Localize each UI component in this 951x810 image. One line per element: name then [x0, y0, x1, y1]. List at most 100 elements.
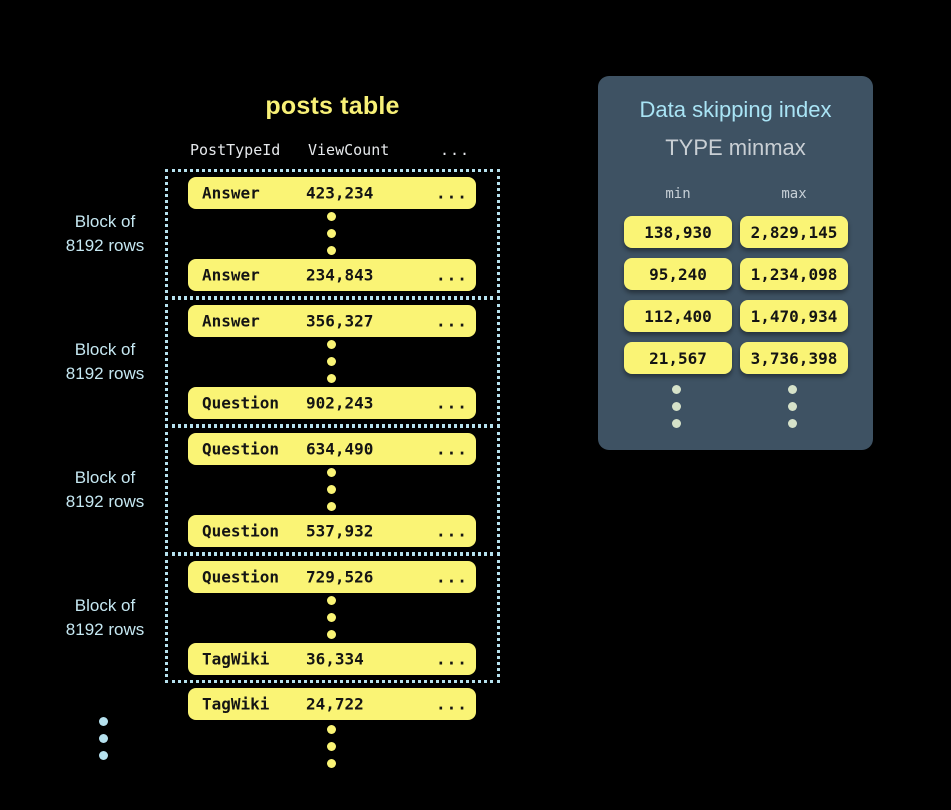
row-continuation-dots [327, 468, 339, 519]
dot [327, 613, 336, 622]
row-viewcount: 729,526 [306, 567, 374, 587]
data-skipping-index-panel: Data skipping index TYPE minmax min max … [598, 76, 873, 450]
row-ellipsis: ... [436, 393, 468, 413]
dot [327, 759, 336, 768]
dot [672, 419, 681, 428]
dot [327, 742, 336, 751]
dot [788, 385, 797, 394]
index-panel-subtitle: TYPE minmax [665, 135, 806, 160]
row-viewcount: 423,234 [306, 183, 374, 203]
row-ellipsis: ... [436, 183, 468, 203]
dot [327, 357, 336, 366]
block-label-line2: 8192 rows [65, 236, 145, 255]
dot [99, 734, 108, 743]
table-row: Question 537,932 ... [188, 515, 476, 547]
row-posttypeid: Question [202, 567, 280, 587]
column-header-viewcount: ViewCount [308, 141, 390, 159]
row-ellipsis: ... [436, 439, 468, 459]
row-viewcount: 634,490 [306, 439, 374, 459]
table-row: Question 634,490 ... [188, 433, 476, 465]
min-column-header: min [665, 186, 691, 202]
index-max-value: 1,234,098 [740, 258, 848, 290]
index-max-continuation-dots [788, 385, 800, 436]
index-min-value: 21,567 [624, 342, 732, 374]
row-viewcount: 902,243 [306, 393, 374, 413]
row-posttypeid: Question [202, 393, 280, 413]
dot [788, 419, 797, 428]
index-min-value: 138,930 [624, 216, 732, 248]
block-label-line1: Block of [74, 468, 136, 487]
block-label-3: Block of 8192 rows [30, 466, 180, 514]
dot [327, 630, 336, 639]
dot [99, 751, 108, 760]
dot [327, 725, 336, 734]
row-viewcount: 24,722 [306, 694, 364, 714]
block-label-line2: 8192 rows [65, 364, 145, 383]
row-posttypeid: Answer [202, 183, 260, 203]
dot [327, 485, 336, 494]
table-continuation-dots [327, 725, 339, 776]
row-ellipsis: ... [436, 649, 468, 669]
row-posttypeid: TagWiki [202, 694, 270, 714]
index-min-value: 112,400 [624, 300, 732, 332]
index-min-value: 95,240 [624, 258, 732, 290]
max-column-header: max [781, 186, 807, 202]
table-row: TagWiki 24,722 ... [188, 688, 476, 720]
index-max-value: 3,736,398 [740, 342, 848, 374]
column-header-posttypeid: PostTypeId [190, 141, 281, 159]
table-column-headers: PostTypeId ViewCount ... [190, 141, 480, 161]
dot [99, 717, 108, 726]
table-row: TagWiki 36,334 ... [188, 643, 476, 675]
row-posttypeid: Answer [202, 265, 260, 285]
index-max-value: 1,470,934 [740, 300, 848, 332]
dot [788, 402, 797, 411]
dot [327, 374, 336, 383]
row-ellipsis: ... [436, 311, 468, 331]
row-posttypeid: Question [202, 439, 280, 459]
page-title: posts table [265, 92, 400, 120]
row-continuation-dots [327, 212, 339, 263]
dot [327, 468, 336, 477]
row-viewcount: 36,334 [306, 649, 364, 669]
block-label-line1: Block of [74, 340, 136, 359]
row-ellipsis: ... [436, 567, 468, 587]
row-viewcount: 356,327 [306, 311, 374, 331]
posts-table-diagram: posts table PostTypeId ViewCount ... Blo… [30, 92, 500, 776]
row-viewcount: 234,843 [306, 265, 374, 285]
table-block-4 [165, 553, 500, 683]
row-continuation-dots [327, 596, 339, 647]
block-label-2: Block of 8192 rows [30, 338, 180, 386]
table-row: Answer 234,843 ... [188, 259, 476, 291]
row-posttypeid: Question [202, 521, 280, 541]
block-label-line2: 8192 rows [65, 620, 145, 639]
block-label-line2: 8192 rows [65, 492, 145, 511]
index-max-value: 2,829,145 [740, 216, 848, 248]
table-row: Answer 356,327 ... [188, 305, 476, 337]
dot [327, 212, 336, 221]
row-viewcount: 537,932 [306, 521, 374, 541]
table-row: Answer 423,234 ... [188, 177, 476, 209]
index-panel-title: Data skipping index [639, 97, 832, 122]
column-header-ellipsis: ... [440, 141, 471, 159]
block-label-line1: Block of [74, 596, 136, 615]
index-min-continuation-dots [672, 385, 684, 436]
dot [327, 229, 336, 238]
dot [672, 402, 681, 411]
dot [327, 596, 336, 605]
dot [327, 502, 336, 511]
dot [327, 246, 336, 255]
block-label-4: Block of 8192 rows [30, 594, 180, 642]
row-ellipsis: ... [436, 694, 468, 714]
dot [327, 340, 336, 349]
row-continuation-dots [327, 340, 339, 391]
block-label-1: Block of 8192 rows [30, 210, 180, 258]
block-label-line1: Block of [74, 212, 136, 231]
row-ellipsis: ... [436, 265, 468, 285]
dot [672, 385, 681, 394]
row-posttypeid: Answer [202, 311, 260, 331]
block-continuation-dots [99, 717, 111, 768]
table-row: Question 902,243 ... [188, 387, 476, 419]
row-posttypeid: TagWiki [202, 649, 270, 669]
table-row: Question 729,526 ... [188, 561, 476, 593]
row-ellipsis: ... [436, 521, 468, 541]
